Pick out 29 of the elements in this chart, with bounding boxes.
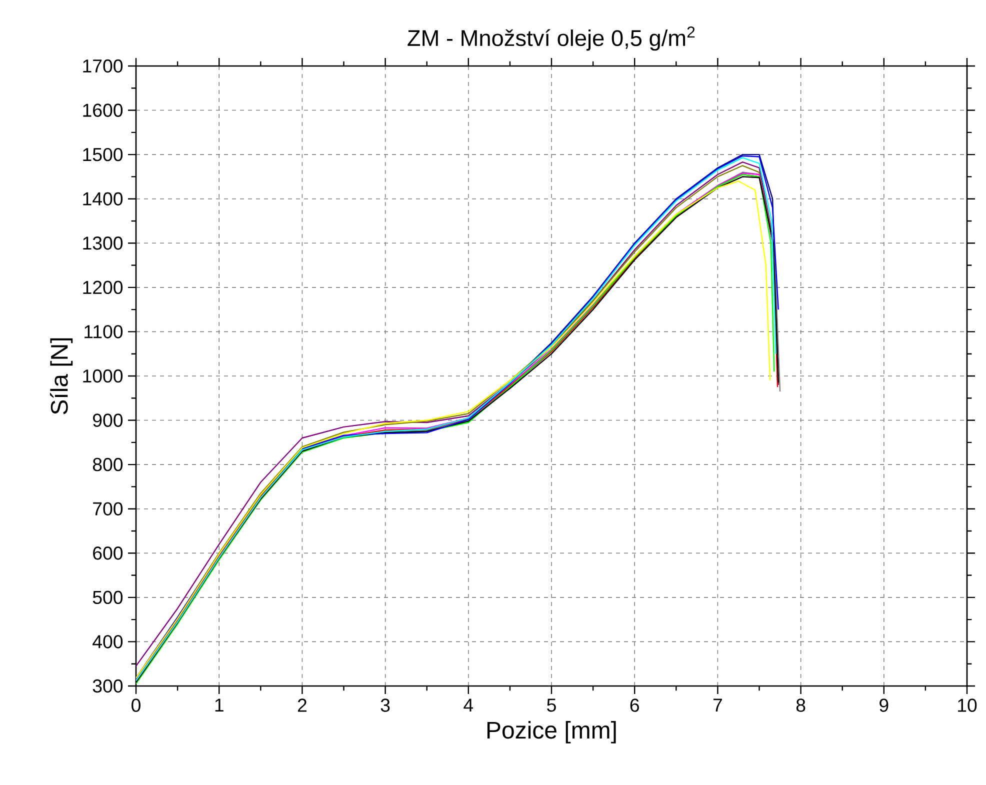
y-tick-label: 1500: [83, 148, 123, 162]
y-tick-label: 1600: [83, 104, 123, 117]
x-tick-label: 1: [215, 698, 224, 712]
x-tick-label: 7: [713, 698, 722, 712]
chart-title: ZM - Množství oleje 0,5 g/m$^{2}$: [408, 26, 695, 51]
x-tick-label: 2: [298, 698, 306, 712]
y-tick-label: 1400: [83, 192, 123, 206]
y-tick-label: 1200: [83, 280, 123, 294]
y-tick-label: 1700: [83, 59, 123, 73]
y-tick-label: 1100: [84, 325, 123, 338]
x-tick-label: 10: [958, 698, 977, 712]
x-tick-label: 8: [796, 698, 806, 712]
x-tick-label: 9: [880, 698, 888, 712]
y-tick-label: 800: [92, 458, 123, 472]
x-axis-title: Pozice [mm]: [487, 721, 616, 744]
y-tick-label: 1000: [83, 369, 123, 383]
x-tick-label: 5: [547, 698, 556, 712]
y-tick-label: 700: [93, 502, 123, 516]
y-tick-label: 600: [93, 546, 123, 560]
y-tick-label: 400: [92, 635, 123, 648]
x-tick-label: 4: [464, 698, 474, 712]
x-tick-label: 3: [380, 698, 390, 712]
x-tick-label: 6: [630, 698, 639, 712]
y-axis-title: Síla [N]: [50, 338, 73, 414]
y-tick-label: 300: [92, 679, 123, 693]
x-tick-label: 0: [132, 698, 140, 712]
y-tick-label: 500: [92, 590, 123, 604]
y-tick-label: 900: [93, 414, 123, 427]
y-tick-label: 1300: [83, 236, 123, 250]
